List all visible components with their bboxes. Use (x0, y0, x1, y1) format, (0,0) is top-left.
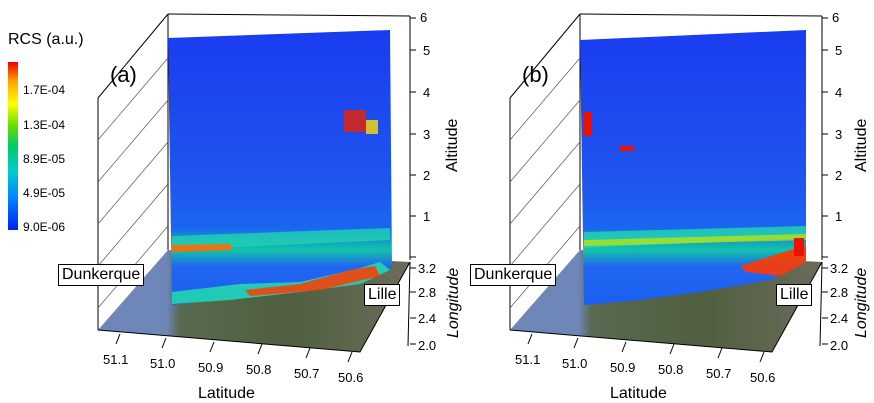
panel-a-ytick-2.0: 2.0 (418, 338, 436, 353)
panel-a-xtick-50.7: 50.7 (294, 366, 319, 381)
colorbar-tick-4: 4.9E-05 (23, 186, 66, 200)
panel-a-zlabel: Altitude (444, 119, 461, 172)
panel-b-ztick-2: 2 (835, 168, 842, 183)
panel-b-ytick-2.8: 2.8 (830, 285, 848, 300)
panel-b: (b) 5 4 3 2 1 6 3.2 2.8 2.4 2.0 51.1 51.… (509, 10, 870, 402)
panel-b-ztick-3: 3 (835, 127, 842, 142)
panel-a-xtick-50.9: 50.9 (198, 360, 223, 375)
panel-b-zlabel: Altitude (853, 119, 870, 172)
panel-a-ylabel: Longitude (445, 268, 462, 338)
panel-a-box-edge-top (167, 13, 411, 17)
panel-a-xtick-50.8: 50.8 (246, 362, 271, 377)
panel-a-label: (a) (110, 62, 137, 87)
panel-b-ztick-1: 1 (835, 209, 842, 224)
panel-b-ztick-6: 6 (832, 10, 839, 25)
panel-b-box-edge-top (579, 13, 823, 17)
colorbar-tick-2: 1.3E-04 (23, 118, 66, 132)
colorbar-tick-1: 1.7E-04 (23, 83, 66, 97)
panel-b-place-lille: Lille (776, 284, 813, 306)
panel-b-xtick-51.1: 51.1 (515, 352, 540, 367)
colorbar (8, 62, 18, 230)
panel-b-ylabel: Longitude (853, 268, 870, 338)
colorbar-tick-5: 9.0E-06 (23, 220, 66, 234)
panel-a-ytick-3.2: 3.2 (418, 261, 436, 276)
panel-a-place-lille: Lille (364, 284, 401, 306)
panel-a-ztick-4: 4 (423, 85, 430, 100)
panel-a-xtick-50.6: 50.6 (338, 370, 363, 385)
panel-a-ztick-3: 3 (423, 127, 430, 142)
panel-a-ztick-2: 2 (423, 168, 430, 183)
panel-b-xtick-50.8: 50.8 (658, 362, 683, 377)
panel-b-xtick-51.0: 51.0 (562, 356, 587, 371)
panel-b-xlabel: Latitude (610, 385, 667, 402)
panel-b-xtick-50.9: 50.9 (610, 360, 635, 375)
panel-b-label: (b) (522, 62, 549, 87)
panel-b-ytick-3.2: 3.2 (830, 261, 848, 276)
colorbar-title: RCS (a.u.) (8, 31, 84, 48)
panel-a-ytick-2.4: 2.4 (418, 311, 436, 326)
panel-a-xtick-51.0: 51.0 (150, 356, 175, 371)
panel-b-box-edge-top-left (509, 13, 581, 99)
panel-a-xtick-51.1: 51.1 (103, 352, 128, 367)
panel-b-xtick-50.7: 50.7 (706, 366, 731, 381)
panel-a-lidar-curtain (168, 30, 392, 305)
panel-b-cloud-patch (584, 112, 592, 136)
panel-a-box-edge-top-left (97, 13, 169, 99)
panel-a-ztick-1: 1 (423, 209, 430, 224)
panel-b-ztick-4: 4 (835, 85, 842, 100)
panel-b-xtick-50.6: 50.6 (750, 370, 775, 385)
panel-a-xlabel: Latitude (198, 385, 255, 402)
panel-a-place-dunkerque: Dunkerque (58, 264, 145, 286)
panel-b-ztick-5: 5 (835, 43, 842, 58)
panel-b-ytick-2.4: 2.4 (830, 311, 848, 326)
panel-b-place-dunkerque: Dunkerque (470, 264, 557, 286)
panel-b-ytick-2.0: 2.0 (830, 338, 848, 353)
panel-a-ytick-2.8: 2.8 (418, 285, 436, 300)
panel-a-ztick-6: 6 (420, 10, 427, 25)
panel-a-ztick-5: 5 (423, 43, 430, 58)
colorbar-tick-3: 8.9E-05 (23, 152, 66, 166)
panel-a: (a) 6 5 4 3 2 1 3.2 2.8 2.4 2.0 51.1 51.… (97, 10, 462, 402)
panel-a-cloud-patch (344, 110, 366, 132)
